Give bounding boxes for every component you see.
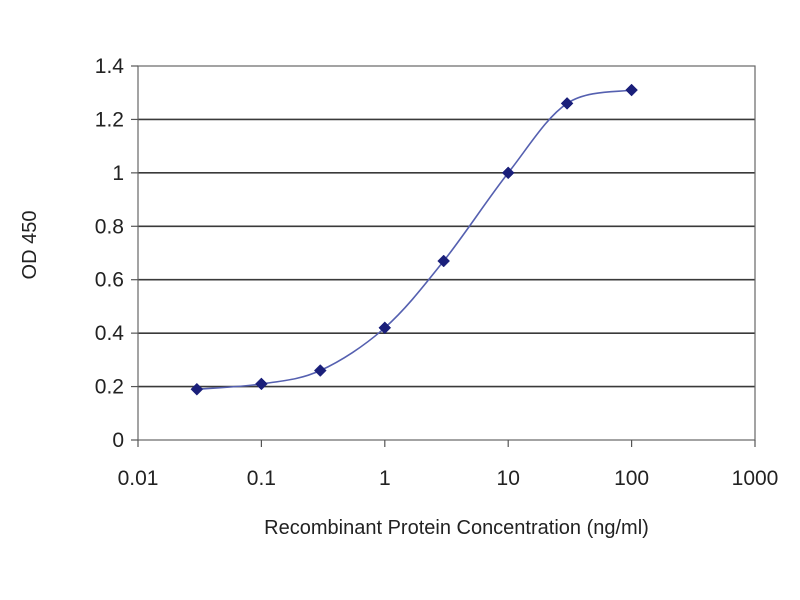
plot-area-frame — [137, 65, 756, 441]
x-tick-label: 100 — [614, 467, 649, 490]
axis-ticks — [131, 65, 756, 447]
x-tick-label: 0.1 — [247, 467, 276, 490]
x-tick-label: 10 — [497, 467, 520, 490]
x-tick-label: 1000 — [732, 467, 779, 490]
data-point-marker — [378, 321, 392, 335]
tick-labels: 0 0.2 0.4 0.6 0.8 1 1.2 1.4 0.01 0.1 1 10 100 1000 — [95, 55, 779, 490]
data-point-marker — [313, 364, 327, 377]
y-tick-label: 1.4 — [95, 55, 125, 78]
y-tick-label: 1.2 — [95, 108, 124, 131]
data-point-marker — [190, 382, 204, 396]
x-tick-label: 1 — [379, 467, 391, 490]
y-tick-label: 1 — [112, 162, 124, 185]
x-tick-label: 0.01 — [118, 467, 159, 490]
data-point-marker — [437, 254, 451, 268]
y-axis-title: OD 450 — [19, 211, 41, 280]
y-tick-label: 0.4 — [95, 322, 125, 345]
x-axis-title: Recombinant Protein Concentration (ng/ml… — [264, 517, 649, 539]
y-tick-label: 0.6 — [95, 269, 124, 292]
data-point-marker — [625, 83, 638, 97]
series-line — [196, 89, 632, 390]
series-line-layer — [196, 89, 632, 390]
y-tick-label: 0.8 — [95, 215, 124, 238]
data-point-marker — [501, 166, 515, 180]
data-point-marker — [255, 377, 268, 391]
series-markers — [190, 83, 638, 396]
y-tick-label: 0.2 — [95, 376, 124, 399]
gridlines — [138, 118, 755, 388]
data-point-marker — [560, 97, 574, 110]
y-tick-label: 0 — [112, 429, 124, 452]
